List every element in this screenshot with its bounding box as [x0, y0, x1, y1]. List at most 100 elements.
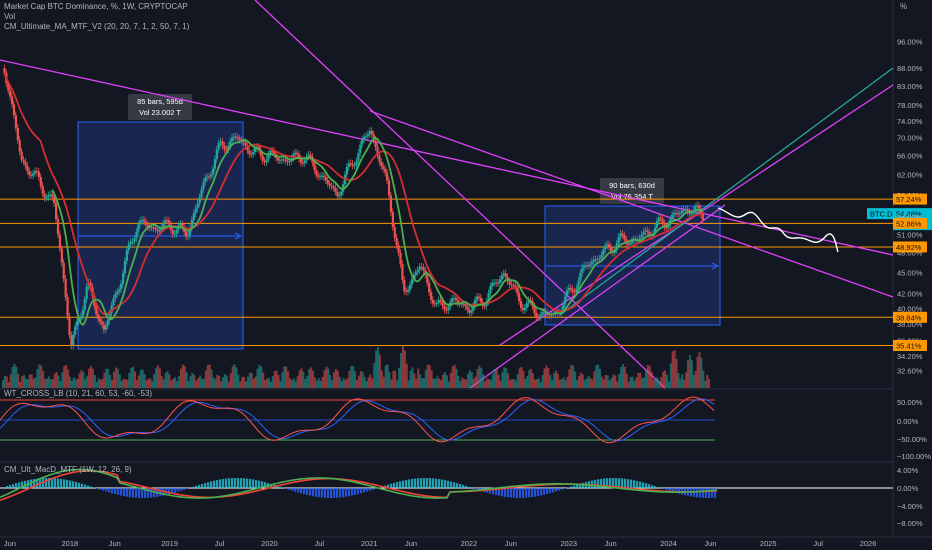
macd-histogram-bar: [708, 488, 711, 498]
candle-body: [74, 326, 77, 335]
candle-body: [347, 163, 350, 167]
volume-bar: [551, 379, 554, 388]
volume-bar: [405, 363, 408, 388]
volume-bar: [97, 378, 100, 388]
candle-body: [602, 249, 605, 256]
macd-histogram-bar: [636, 480, 639, 488]
candle-body: [386, 172, 389, 181]
macd-histogram-bar: [549, 488, 552, 494]
volume-bar: [608, 380, 611, 388]
volume-bar: [342, 378, 345, 388]
volume-bar: [174, 377, 177, 388]
candle-body: [586, 265, 590, 267]
candle-body: [418, 266, 421, 271]
volume-bar: [535, 379, 538, 388]
candle-body: [554, 311, 557, 314]
level-badge-text: 52.86%: [896, 219, 922, 228]
volume-bar: [524, 379, 527, 388]
candle-body: [51, 194, 54, 198]
macd-axis-tick: 4.00%: [897, 466, 919, 475]
macd-label[interactable]: CM_Ult_MacD_MTF (1W, 12, 26, 9): [4, 465, 132, 474]
candle-body: [217, 143, 220, 150]
volume-bar: [378, 354, 381, 388]
volume-bar: [340, 381, 343, 388]
wt-cross-label[interactable]: WT_CROSS_LB (10, 21, 60, 53, -60, -53): [4, 389, 152, 398]
volume-bar: [637, 372, 640, 388]
macd-histogram-bar: [441, 479, 444, 488]
candle-body: [590, 261, 593, 265]
candle-body: [64, 278, 67, 298]
candle-body: [307, 154, 310, 157]
candle-body: [225, 149, 228, 151]
candle-body: [320, 175, 324, 177]
volume-bar: [176, 380, 179, 388]
volume-bar: [208, 364, 211, 388]
volume-bar: [650, 371, 653, 388]
macd-histogram-bar: [132, 488, 135, 498]
volume-bar: [627, 381, 630, 388]
volume-bar: [155, 367, 158, 388]
symbol-badge-text: BTC.D: [870, 210, 893, 219]
candle-body: [460, 303, 463, 305]
volume-bar: [3, 375, 6, 388]
volume-bar: [15, 366, 18, 388]
volume-bar: [671, 351, 674, 388]
volume-bar: [583, 379, 586, 388]
x-axis-tick: 2023: [560, 539, 577, 548]
candle-body: [326, 180, 329, 184]
volume-bar: [120, 380, 123, 388]
candle-body: [563, 296, 567, 305]
y-axis-tick: 66.00%: [897, 152, 923, 161]
macd-histogram-bar: [168, 488, 171, 495]
candle-body: [28, 171, 31, 175]
volume-bar: [40, 365, 43, 388]
macd-histogram-bar: [468, 486, 471, 488]
volume-bar: [281, 372, 284, 388]
ma-indicator-label[interactable]: CM_Ultimate_MA_MTF_V2 (20, 20, 7, 1, 2, …: [4, 22, 190, 31]
macd-histogram-bar: [666, 488, 669, 491]
candle-body: [479, 297, 482, 302]
volume-bar: [472, 378, 475, 388]
volume-bar: [675, 358, 678, 388]
candle-body: [12, 104, 16, 116]
macd-histogram-bar: [81, 483, 84, 488]
macd-histogram-bar: [339, 488, 342, 498]
macd-histogram-bar: [432, 478, 435, 488]
macd-axis-tick: −4.00%: [897, 502, 923, 511]
volume-bar: [526, 375, 529, 388]
volume-bar: [436, 376, 439, 388]
macd-histogram-bar: [12, 484, 15, 488]
y-axis-tick: 45.00%: [897, 268, 923, 277]
volume-bar: [610, 377, 613, 388]
x-axis-tick: Jul: [215, 539, 225, 548]
volume-bar: [283, 366, 286, 388]
candle-body: [288, 161, 291, 163]
candle-body: [500, 275, 504, 280]
candle-body: [577, 280, 580, 289]
macd-histogram-bar: [363, 488, 366, 493]
candle-body: [231, 137, 234, 142]
candle-body: [303, 160, 306, 164]
macd-histogram-bar: [135, 488, 138, 498]
candle-body: [49, 194, 52, 196]
volume-bar: [172, 378, 175, 388]
macd-histogram-bar: [213, 480, 216, 488]
candle-body: [60, 248, 63, 263]
volume-bar: [1, 379, 4, 388]
candle-body: [351, 163, 354, 166]
candle-body: [340, 191, 343, 196]
volume-bar: [354, 371, 357, 388]
volume-bar: [528, 369, 531, 388]
macd-histogram-bar: [45, 478, 48, 488]
candle-body: [76, 321, 79, 327]
macd-histogram-bar: [534, 488, 537, 497]
volume-bar: [698, 352, 701, 388]
volume-bar: [333, 372, 336, 388]
scale-unit[interactable]: %: [900, 2, 907, 11]
macd-histogram-bar: [714, 488, 717, 498]
macd-histogram-bar: [627, 479, 630, 488]
candle-body: [512, 285, 515, 287]
macd-histogram-bar: [597, 479, 600, 488]
